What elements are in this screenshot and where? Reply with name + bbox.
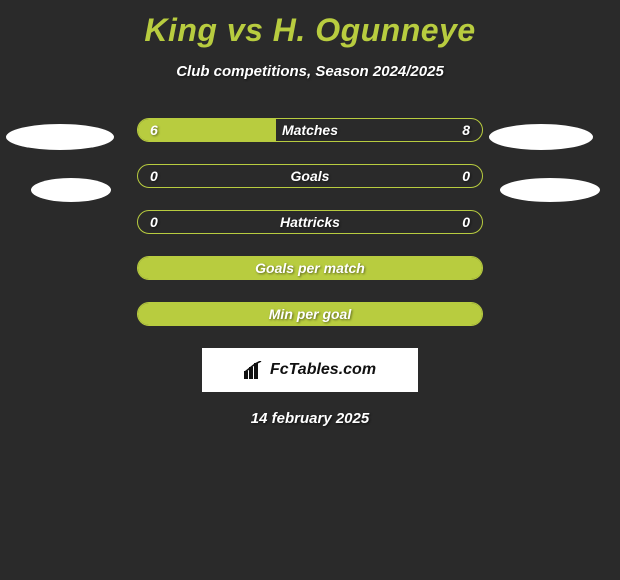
side-oval [6, 124, 114, 150]
stat-row: 0 Goals 0 [137, 164, 483, 188]
stat-label: Goals [291, 168, 330, 184]
brand-text: FcTables.com [270, 361, 376, 379]
side-oval [489, 124, 593, 150]
stat-label: Hattricks [280, 214, 340, 230]
stat-value-left: 0 [150, 168, 158, 184]
stat-row: 6 Matches 8 [137, 118, 483, 142]
stat-label: Goals per match [255, 260, 365, 276]
stat-value-right: 8 [462, 122, 470, 138]
side-oval [31, 178, 111, 202]
stat-fill-left [138, 119, 276, 141]
stat-value-right: 0 [462, 168, 470, 184]
brand-box: FcTables.com [202, 348, 418, 392]
chart-icon [244, 361, 264, 379]
stat-value-left: 0 [150, 214, 158, 230]
page-subtitle: Club competitions, Season 2024/2025 [0, 63, 620, 80]
page-title: King vs H. Ogunneye [0, 0, 620, 49]
stat-label: Min per goal [269, 306, 351, 322]
stat-row: Min per goal [137, 302, 483, 326]
stat-row: 0 Hattricks 0 [137, 210, 483, 234]
stat-row: Goals per match [137, 256, 483, 280]
stat-value-left: 6 [150, 122, 158, 138]
stat-label: Matches [282, 122, 338, 138]
stat-value-right: 0 [462, 214, 470, 230]
date-text: 14 february 2025 [0, 410, 620, 427]
side-oval [500, 178, 600, 202]
